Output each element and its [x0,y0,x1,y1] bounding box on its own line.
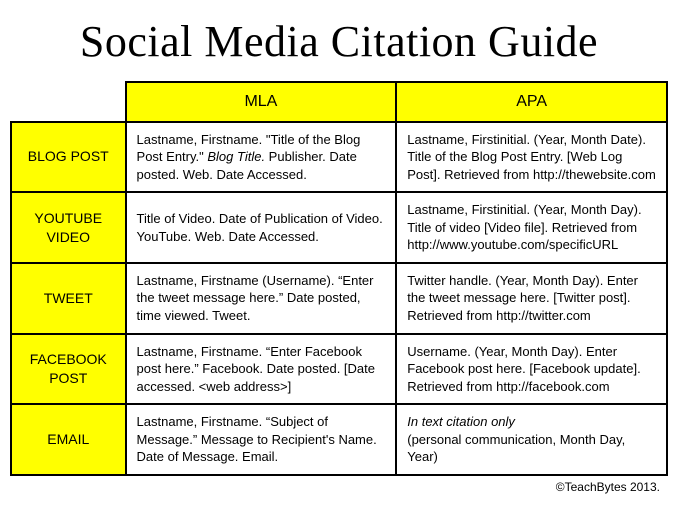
cell-facebook-apa: Username. (Year, Month Day). Enter Faceb… [396,334,667,405]
citation-table: MLA APA BLOG POST Lastname, Firstname. "… [10,81,668,476]
blank-corner [11,82,126,122]
cell-blog-mla: Lastname, Firstname. "Title of the Blog … [126,122,397,193]
row-label-tweet: TWEET [11,263,126,334]
table-row: EMAIL Lastname, Firstname. “Subject of M… [11,404,667,475]
row-label-youtube: YOUTUBE VIDEO [11,192,126,263]
row-label-email: EMAIL [11,404,126,475]
cell-tweet-mla: Lastname, Firstname (Username). “Enter t… [126,263,397,334]
credit-line: ©TeachBytes 2013. [10,480,668,494]
header-row: MLA APA [11,82,667,122]
cell-email-mla: Lastname, Firstname. “Subject of Message… [126,404,397,475]
table-row: BLOG POST Lastname, Firstname. "Title of… [11,122,667,193]
table-row: YOUTUBE VIDEO Title of Video. Date of Pu… [11,192,667,263]
row-label-blog: BLOG POST [11,122,126,193]
table-row: FACEBOOK POST Lastname, Firstname. “Ente… [11,334,667,405]
col-header-mla: MLA [126,82,397,122]
row-label-facebook: FACEBOOK POST [11,334,126,405]
cell-tweet-apa: Twitter handle. (Year, Month Day). Enter… [396,263,667,334]
cell-blog-apa: Lastname, Firstinitial. (Year, Month Dat… [396,122,667,193]
cell-facebook-mla: Lastname, Firstname. “Enter Facebook pos… [126,334,397,405]
page-title: Social Media Citation Guide [10,16,668,67]
col-header-apa: APA [396,82,667,122]
table-row: TWEET Lastname, Firstname (Username). “E… [11,263,667,334]
cell-youtube-mla: Title of Video. Date of Publication of V… [126,192,397,263]
cell-youtube-apa: Lastname, Firstinitial. (Year, Month Day… [396,192,667,263]
cell-email-apa: In text citation only(personal communica… [396,404,667,475]
